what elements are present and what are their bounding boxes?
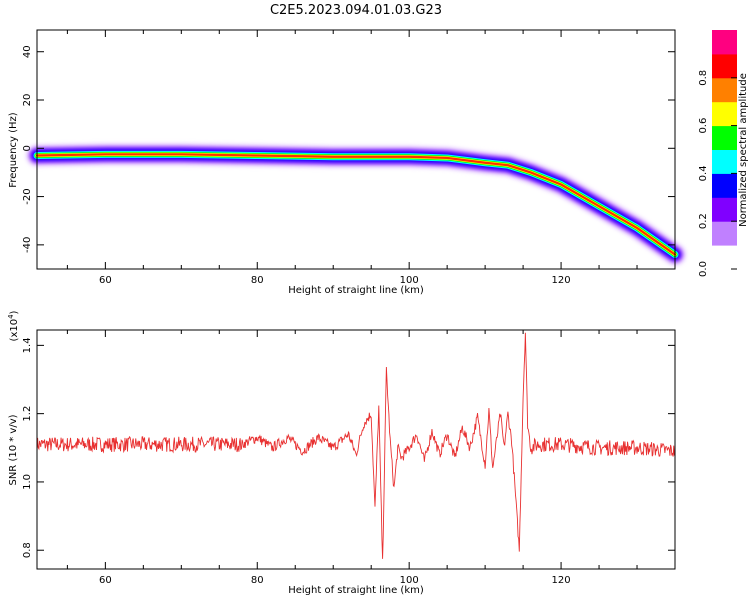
ridge-band-7 — [35, 153, 677, 256]
colorbar-step — [712, 125, 737, 150]
colorbar-step — [712, 30, 737, 55]
spectrogram-y-axis-label: Frequency (Hz) — [8, 112, 19, 188]
snr-y-tick-label: 1.2 — [22, 406, 33, 422]
colorbar-step — [712, 77, 737, 103]
snr-x-ticks: 60 80 100 120 — [66, 330, 676, 586]
snr-y-axis-label: SNR (10 * v/v) — [8, 414, 19, 485]
colorbar-step — [712, 101, 737, 127]
snr-x-tick-label: 120 — [552, 575, 571, 586]
colorbar-tick-label: 0.6 — [698, 118, 709, 134]
snr-x-tick-label: 60 — [99, 575, 112, 586]
colorbar-gradient — [712, 30, 737, 270]
spectrogram-panel: 60 80 100 120 -40 -20 0 20 40 Height of straigh… — [8, 29, 686, 296]
colorbar-step — [712, 149, 737, 174]
spectrogram-x-tick-label: 80 — [251, 275, 264, 286]
snr-y-ticks: 0.8 1.0 1.2 1.4 — [22, 337, 675, 558]
snr-y-tick-label: 1.4 — [22, 337, 33, 353]
snr-y-tick-label: 1.0 — [22, 474, 33, 490]
snr-y-axis-unit: (x104) — [7, 310, 20, 341]
colorbar-step — [712, 197, 737, 222]
colorbar-tick-label: 0.0 — [698, 261, 709, 277]
colorbar: 0.0 0.2 0.4 0.6 0.8 Normalized spectral ampl… — [698, 30, 749, 277]
colorbar-step — [712, 173, 737, 198]
colorbar-step — [712, 245, 737, 270]
spectrogram-y-tick-label: 20 — [22, 94, 33, 107]
snr-y-tick-label: 0.8 — [22, 542, 33, 558]
snr-x-axis-label: Height of straight line (km) — [288, 585, 424, 596]
colorbar-tick-label: 0.4 — [698, 165, 709, 181]
figure-title: C2E5.2023.094.01.03.G23 — [270, 3, 442, 18]
spectrogram-y-ticks: -40 -20 0 20 40 — [22, 45, 675, 253]
snr-series-line — [36, 332, 676, 559]
spectrogram-y-tick-label: 0 — [22, 145, 33, 151]
snr-x-tick-label: 80 — [251, 575, 264, 586]
colorbar-step — [712, 53, 737, 79]
colorbar-label: Normalized spectral amplitude — [738, 73, 749, 227]
colorbar-tick-label: 0.8 — [698, 70, 709, 86]
snr-panel: 60 80 100 120 0.8 1.0 1.2 1.4 Height of straig… — [7, 310, 676, 596]
snr-frame — [36, 329, 676, 570]
spectrogram-x-axis-label: Height of straight line (km) — [288, 285, 424, 296]
spectrogram-frame — [36, 29, 676, 270]
spectrogram-y-tick-label: -40 — [22, 237, 33, 253]
spectrogram-x-tick-label: 60 — [99, 275, 112, 286]
spectral-ridge — [26, 143, 686, 266]
spectrogram-x-tick-label: 100 — [400, 275, 419, 286]
colorbar-ticks: 0.0 0.2 0.4 0.6 0.8 — [698, 70, 737, 277]
spectrogram-x-tick-label: 120 — [552, 275, 571, 286]
snr-x-tick-label: 100 — [400, 575, 419, 586]
colorbar-step — [712, 221, 737, 246]
spectrogram-y-tick-label: 40 — [22, 45, 33, 58]
spectrogram-x-ticks: 60 80 100 120 — [66, 30, 676, 286]
spectrogram-y-tick-label: -20 — [22, 188, 33, 204]
colorbar-tick-label: 0.2 — [698, 213, 709, 229]
